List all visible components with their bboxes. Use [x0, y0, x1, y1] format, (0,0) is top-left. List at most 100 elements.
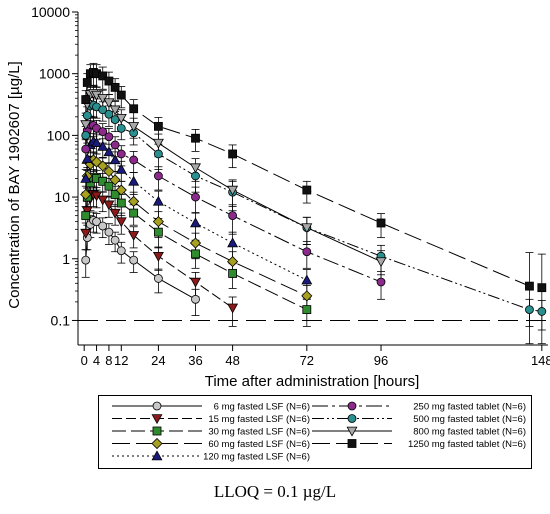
data-point: [376, 277, 386, 287]
data-point: [191, 249, 200, 259]
data-point: [129, 155, 139, 165]
data-point: [98, 127, 108, 137]
data-point: [227, 256, 239, 268]
legend-marker-6: [347, 414, 357, 423]
data-point: [227, 303, 239, 314]
data-point: [153, 171, 163, 181]
data-point: [228, 149, 238, 159]
data-point: [116, 149, 126, 159]
data-point: [537, 307, 547, 316]
data-point: [103, 165, 115, 178]
legend-marker-7: [346, 426, 358, 437]
data-point: [525, 305, 534, 314]
data-point: [227, 185, 239, 196]
legend-label-7: 800 mg fasted tablet (N=6): [413, 427, 526, 438]
x-tick-label: 96: [374, 353, 388, 368]
data-point: [537, 283, 547, 293]
data-point: [97, 140, 109, 151]
data-point: [190, 277, 201, 288]
data-point: [98, 176, 108, 186]
data-point: [301, 274, 313, 285]
data-point: [129, 208, 139, 218]
data-point: [116, 123, 126, 133]
data-point: [129, 255, 139, 265]
data-point: [128, 195, 140, 207]
data-point: [301, 223, 313, 234]
legend-label-2: 30 mg fasted LSF (N=6): [208, 427, 310, 438]
data-point: [115, 163, 127, 174]
legend-marker-4: [151, 450, 163, 461]
data-point: [98, 221, 108, 231]
data-point: [97, 160, 109, 172]
data-point: [91, 137, 103, 147]
data-point: [191, 294, 200, 304]
x-tick-label: 48: [225, 353, 239, 368]
data-point: [153, 149, 163, 159]
data-point: [110, 140, 120, 150]
data-point: [190, 163, 201, 174]
data-point: [81, 255, 91, 265]
series-markers: [80, 67, 547, 316]
data-point: [302, 305, 312, 314]
data-point: [82, 111, 92, 120]
x-tick-label: 36: [188, 353, 202, 368]
data-point: [104, 109, 114, 119]
data-point: [81, 211, 91, 221]
data-point: [525, 281, 534, 291]
x-tick-label: 0: [81, 353, 88, 368]
x-tick-label: 72: [300, 353, 314, 368]
legend-label-3: 60 mg fasted LSF (N=6): [208, 439, 310, 450]
legend-label-1: 15 mg fasted LSF (N=6): [208, 414, 310, 425]
legend: [98, 395, 532, 469]
data-point: [103, 98, 115, 109]
data-point: [191, 192, 200, 202]
data-point: [153, 227, 163, 237]
series-line-8: [85, 71, 542, 289]
y-tick-label: 100: [47, 127, 71, 143]
legend-marker-2: [152, 426, 162, 436]
data-point: [302, 185, 312, 195]
series-line-6: [85, 104, 542, 312]
data-point: [110, 235, 120, 245]
data-point: [128, 122, 140, 132]
legend-marker-3: [151, 437, 163, 450]
data-point: [81, 206, 93, 217]
data-point: [80, 172, 92, 183]
data-point: [81, 130, 91, 140]
data-point: [152, 251, 164, 262]
data-point: [152, 216, 164, 228]
data-point: [103, 200, 115, 211]
data-point: [110, 190, 120, 199]
data-point: [81, 144, 91, 154]
legend-marker-1: [151, 414, 163, 425]
data-point: [116, 246, 126, 256]
data-point: [190, 217, 201, 228]
data-point: [115, 184, 127, 196]
x-tick-label: 12: [114, 353, 128, 368]
data-point: [80, 120, 92, 131]
legend-marker-0: [152, 401, 162, 411]
data-point: [153, 121, 163, 131]
x-tick-label: 8: [105, 353, 112, 368]
data-point: [376, 218, 386, 228]
data-point: [110, 82, 120, 92]
data-point: [302, 247, 312, 257]
data-point: [109, 105, 121, 116]
series-lines: [85, 71, 542, 312]
data-point: [92, 217, 101, 227]
legend-entries: 6 mg fasted LSF (N=6)15 mg fasted LSF (N…: [112, 402, 526, 463]
legend-label-8: 1250 mg fasted tablet (N=6): [408, 439, 526, 450]
data-point: [128, 175, 140, 186]
x-tick-label: 148: [531, 353, 550, 368]
y-tick-label: 0.1: [51, 312, 71, 328]
data-point: [228, 268, 238, 278]
data-point: [152, 195, 164, 206]
data-point: [82, 78, 92, 87]
data-point: [115, 113, 127, 124]
data-point: [104, 132, 114, 142]
data-point: [129, 104, 139, 114]
y-axis-label: Concentration of BAY 1902607 [µg/L]: [6, 61, 23, 308]
data-point: [104, 227, 114, 237]
data-point: [81, 152, 93, 163]
